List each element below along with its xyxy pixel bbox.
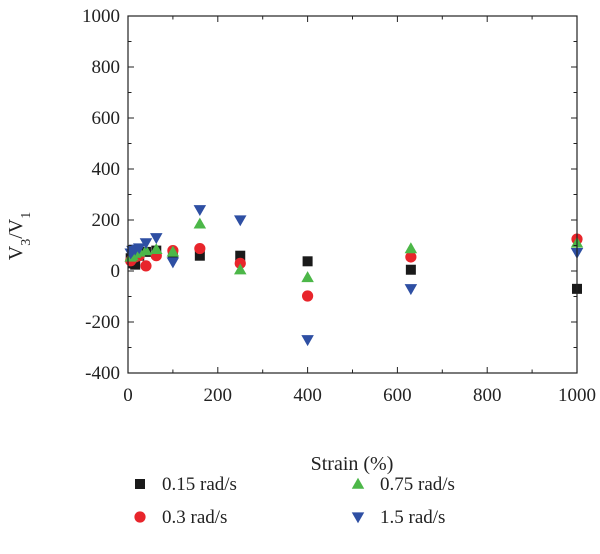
x-tick-label: 1000 (558, 385, 596, 406)
data-point (302, 256, 313, 267)
legend-marker (134, 511, 146, 523)
legend: 0.15 rad/s 0.3 rad/s 0.75 rad/s 1.5 rad/s (134, 474, 455, 528)
data-point (234, 263, 247, 275)
data-point (194, 242, 206, 255)
x-tick-label: 0 (123, 385, 133, 406)
y-axis-title: V3/V1 (5, 212, 34, 260)
y-tick-label: -400 (85, 363, 120, 384)
y-tick-label: 0 (111, 261, 121, 282)
y-tick-label: 1000 (82, 6, 120, 27)
data-point (302, 290, 314, 302)
data-point (234, 257, 246, 269)
data-point (166, 257, 180, 269)
series-4 (124, 205, 584, 347)
series-3 (124, 217, 584, 283)
data-point (405, 264, 416, 275)
data-point (235, 250, 246, 261)
data-point (404, 284, 418, 296)
legend-marker (135, 479, 145, 489)
y-tick-label: 400 (92, 159, 121, 180)
data-point (301, 335, 314, 347)
x-tick-label: 400 (293, 385, 322, 406)
data-point (139, 238, 153, 250)
y-axis-title-sub1: 3 (19, 239, 34, 246)
series-2 (125, 233, 583, 302)
data-point (234, 215, 247, 227)
plot-frame (127, 15, 578, 374)
y-tick-label: -200 (85, 312, 120, 333)
data-point (130, 259, 141, 270)
y-tick-label: 600 (92, 108, 121, 129)
series-1 (125, 245, 582, 294)
data-point (140, 260, 152, 272)
data-point (193, 217, 207, 229)
legend-label: 1.5 rad/s (380, 507, 445, 528)
legend-item: 0.3 rad/s (134, 507, 227, 528)
legend-item: 0.75 rad/s (351, 474, 455, 495)
legend-item: 1.5 rad/s (351, 507, 445, 528)
data-point (194, 250, 205, 261)
data-point (193, 205, 207, 217)
y-axis-title-sub2: 1 (19, 212, 34, 219)
data-point (166, 245, 180, 257)
y-axis-title-main: V (5, 245, 27, 260)
data-point (301, 271, 314, 283)
x-tick-label: 200 (204, 385, 233, 406)
legend-marker (351, 477, 365, 489)
y-tick-label: 200 (92, 210, 121, 231)
legend-label: 0.15 rad/s (162, 474, 237, 495)
data-point (404, 242, 418, 254)
x-tick-label: 800 (473, 385, 502, 406)
data-point (405, 251, 417, 263)
data-point (132, 243, 146, 255)
plot-area (124, 205, 584, 347)
data-point (150, 233, 163, 245)
legend-item: 0.15 rad/s (135, 474, 237, 495)
y-axis-title-sep: /V (5, 218, 27, 239)
x-axis-title: Strain (%) (311, 453, 394, 475)
x-tick-label: 600 (383, 385, 412, 406)
axes: 0 200 400 600 800 1000 -400 -200 0 200 400 600 800 10… (82, 6, 596, 406)
legend-label: 0.75 rad/s (380, 474, 455, 495)
y-tick-label: 800 (92, 57, 121, 78)
data-point (150, 243, 163, 255)
legend-label: 0.3 rad/s (162, 507, 227, 528)
legend-marker (351, 512, 365, 524)
data-point (139, 244, 153, 256)
